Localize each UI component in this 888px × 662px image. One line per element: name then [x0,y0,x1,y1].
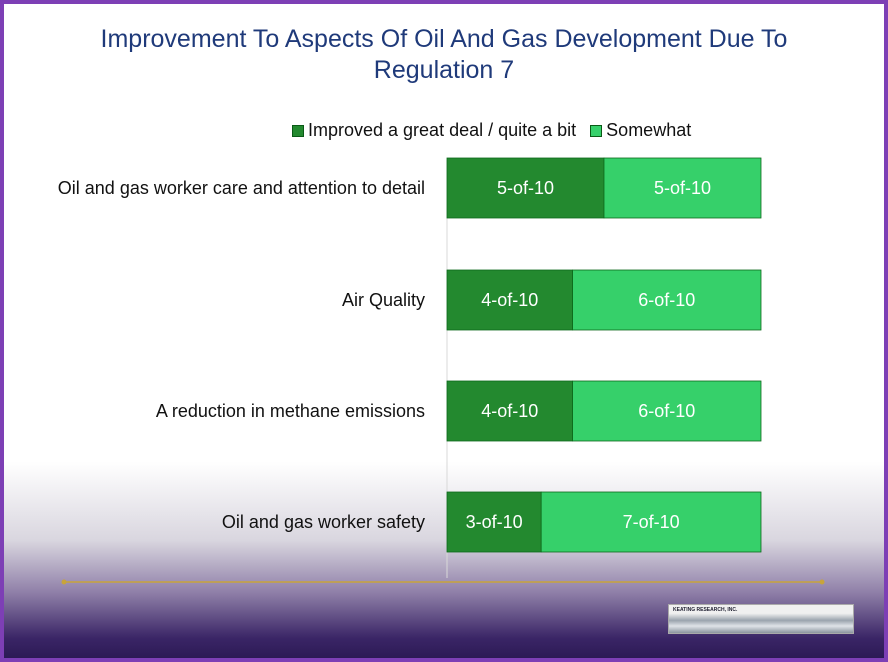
plot: 5-of-10 5-of-10 4-of-10 6-of-10 4-of-10 6-of-… [61,157,825,585]
title-box: Improvement To Aspects Of Oil And Gas De… [4,24,884,86]
legend-item: Improved a great deal / quite a bit [292,120,576,141]
category-text: A reduction in methane emissions [155,401,425,421]
bar-segment [446,380,573,442]
divider-dot [819,579,825,585]
bar-segment [572,380,762,442]
value-label: 7-of-10 [623,512,680,532]
legend-item: Somewhat [590,120,691,141]
bar-segment [572,269,762,331]
legend: Improved a great deal / quite a bit Somew… [292,120,691,141]
bar-segment [540,491,762,553]
category-label: Oil and gas worker safety [5,510,425,534]
logo-text: KEATING RESEARCH, INC. [673,607,738,613]
value-label: 6-of-10 [638,290,695,310]
value-label: 6-of-10 [638,401,695,421]
bar-segment [603,157,762,219]
divider-dot [61,579,67,585]
legend-label: Improved a great deal / quite a bit [308,120,577,140]
value-label: 4-of-10 [481,290,538,310]
legend-swatch [292,124,304,137]
value-label: 3-of-10 [466,512,523,532]
category-label: A reduction in methane emissions [5,399,425,423]
chart-title: Improvement To Aspects Of Oil And Gas De… [100,25,788,84]
category-text: Air Quality [341,290,425,310]
legend-label: Somewhat [606,120,692,140]
category-text: Oil and gas worker care and attention to… [57,178,425,198]
bar-segment [446,269,573,331]
category-text: Oil and gas worker safety [221,512,425,532]
category-label: Oil and gas worker care and attention to… [5,176,425,200]
legend-swatch [590,124,603,137]
bar-segment [446,157,605,219]
value-label: 4-of-10 [481,401,538,421]
logo: KEATING RESEARCH, INC. [668,604,854,634]
category-label: Air Quality [5,288,425,312]
value-label: 5-of-10 [497,178,554,198]
value-label: 5-of-10 [654,178,711,198]
